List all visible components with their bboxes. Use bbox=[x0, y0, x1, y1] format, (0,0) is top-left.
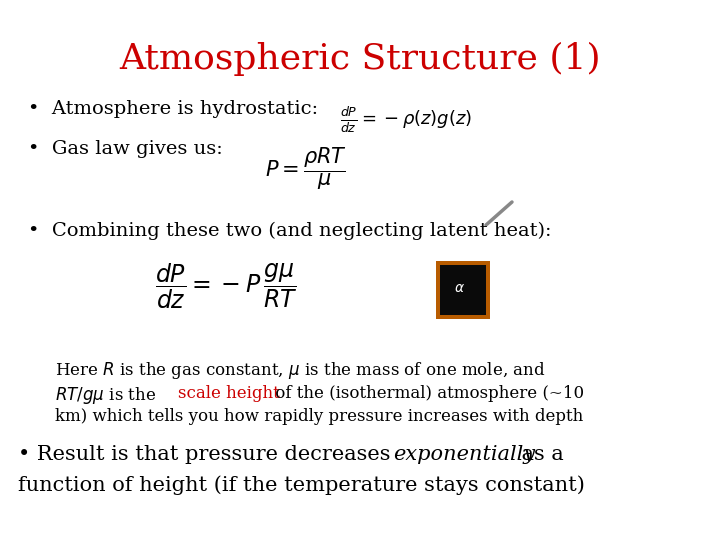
Text: $RT/g\mu$ is the: $RT/g\mu$ is the bbox=[55, 385, 157, 406]
Text: • Result is that pressure decreases: • Result is that pressure decreases bbox=[18, 445, 397, 464]
Text: exponentially: exponentially bbox=[393, 445, 535, 464]
Text: function of height (if the temperature stays constant): function of height (if the temperature s… bbox=[18, 475, 585, 495]
Text: •  Gas law gives us:: • Gas law gives us: bbox=[28, 140, 222, 158]
Text: scale height: scale height bbox=[178, 385, 280, 402]
Text: km) which tells you how rapidly pressure increases with depth: km) which tells you how rapidly pressure… bbox=[55, 408, 583, 425]
Text: of the (isothermal) atmosphere (~10: of the (isothermal) atmosphere (~10 bbox=[270, 385, 584, 402]
Text: $\alpha$: $\alpha$ bbox=[454, 280, 465, 294]
Text: Here $R$ is the gas constant, $\mu$ is the mass of one mole, and: Here $R$ is the gas constant, $\mu$ is t… bbox=[55, 360, 546, 381]
Text: $P = \dfrac{\rho RT}{\mu}$: $P = \dfrac{\rho RT}{\mu}$ bbox=[265, 145, 347, 192]
Text: $\frac{dP}{dz} = -\rho(z)g(z)$: $\frac{dP}{dz} = -\rho(z)g(z)$ bbox=[340, 105, 472, 134]
Text: $\dfrac{dP}{dz} = -P\,\dfrac{g\mu}{RT}$: $\dfrac{dP}{dz} = -P\,\dfrac{g\mu}{RT}$ bbox=[155, 262, 297, 312]
Text: •  Atmosphere is hydrostatic:: • Atmosphere is hydrostatic: bbox=[28, 100, 318, 118]
Text: •  Combining these two (and neglecting latent heat):: • Combining these two (and neglecting la… bbox=[28, 222, 552, 240]
Text: as a: as a bbox=[515, 445, 564, 464]
Text: Atmospheric Structure (1): Atmospheric Structure (1) bbox=[120, 42, 600, 76]
